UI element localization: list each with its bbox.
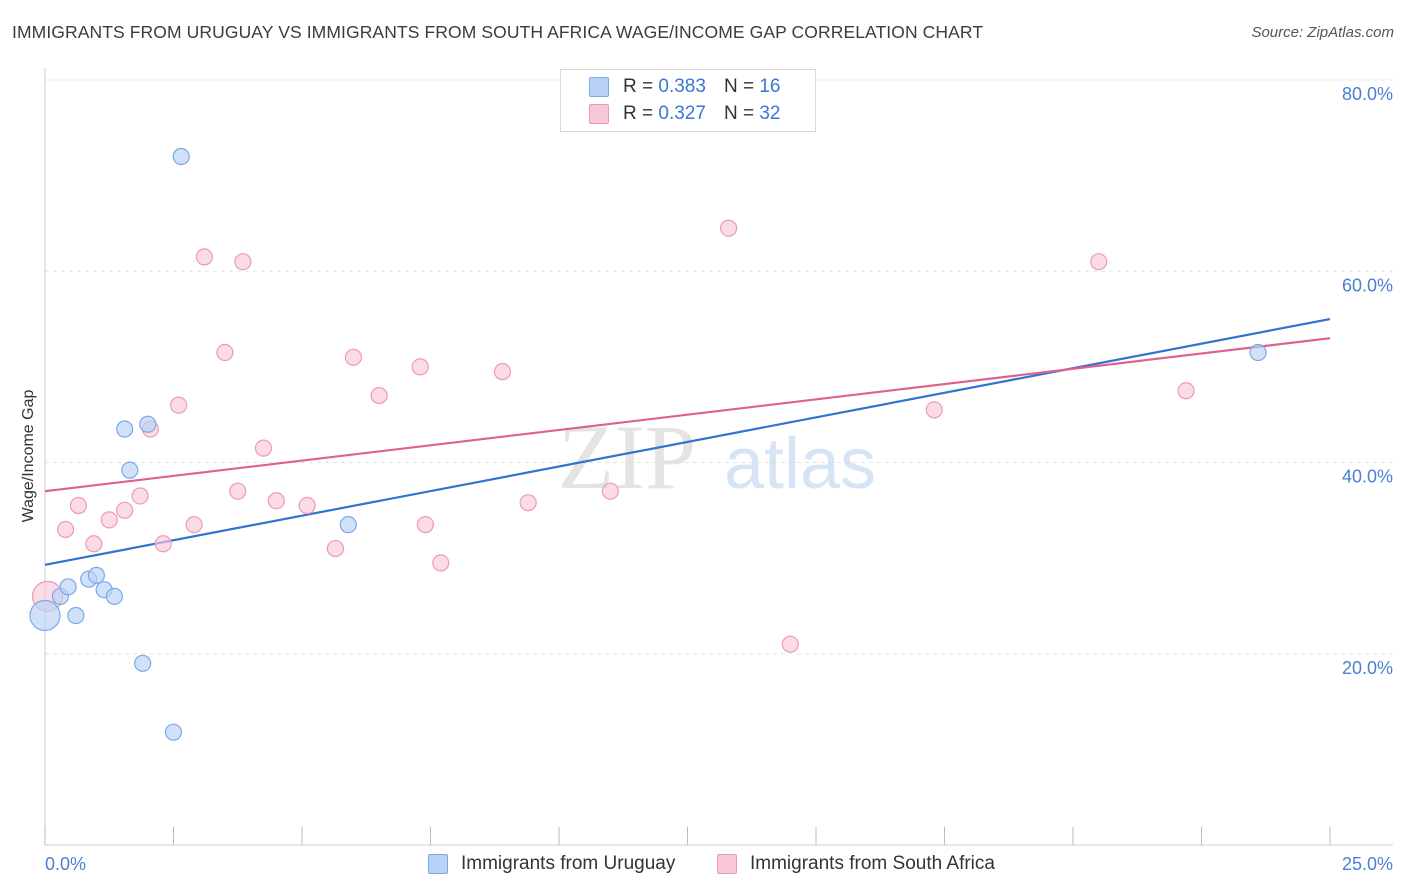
series-legend-uruguay: Immigrants from Uruguay: [428, 851, 675, 877]
y-tick-label: 20.0%: [1342, 658, 1393, 678]
south-africa-point: [416, 516, 434, 534]
uruguay-point: [87, 566, 106, 584]
south-africa-swatch: [589, 104, 609, 124]
south-africa-point: [154, 535, 172, 553]
uruguay-point: [116, 420, 134, 438]
south-africa-point: [56, 520, 75, 539]
south-africa-point: [254, 439, 273, 457]
uruguay-point: [67, 606, 85, 625]
trend-lines: [44, 317, 1331, 566]
legend-row-south-africa: R = 0.327 N = 32: [589, 102, 780, 126]
south-africa-point: [131, 487, 149, 505]
uruguay-n-value: 16: [759, 76, 781, 97]
source-credit: Source: ZipAtlas.com: [1251, 24, 1394, 41]
south-africa-point: [925, 401, 943, 419]
x-tick-label: 0.0%: [45, 854, 86, 874]
watermark: ZIP atlas: [558, 406, 876, 508]
south-africa-point: [229, 482, 247, 500]
r-label: R =: [623, 103, 654, 124]
south-africa-point: [195, 248, 213, 266]
south-africa-legend-swatch: [717, 854, 737, 874]
uruguay-point: [134, 654, 152, 672]
south-africa-point: [601, 482, 620, 500]
uruguay-point: [105, 587, 123, 605]
south-africa-point: [298, 496, 316, 515]
uruguay-point: [164, 723, 183, 741]
south-africa-point: [781, 635, 799, 653]
south-africa-point: [411, 358, 429, 376]
x-tick-label: 25.0%: [1342, 854, 1393, 874]
south-africa-point: [85, 535, 103, 553]
south-africa-r-value: 0.327: [658, 103, 706, 124]
uruguay-point: [121, 461, 139, 479]
uruguay-point: [59, 578, 77, 596]
uruguay-point: [139, 415, 157, 433]
south-africa-point: [1177, 382, 1195, 400]
south-africa-point: [185, 516, 203, 534]
uruguay-point: [29, 599, 61, 632]
south-africa-point: [170, 396, 188, 414]
south-africa-point: [100, 511, 118, 529]
y-axis-label: Wage/Income Gap: [20, 390, 37, 523]
uruguay-point: [1249, 343, 1267, 362]
uruguay-legend-swatch: [428, 854, 448, 874]
series-legend-south-africa: Immigrants from South Africa: [717, 851, 995, 877]
south-africa-point: [370, 386, 388, 405]
south-africa-point: [720, 219, 738, 237]
south-africa-point: [216, 343, 234, 362]
tick-labels: 20.0% 40.0% 60.0% 80.0% 0.0% 25.0%: [45, 84, 1393, 874]
chart-title: IMMIGRANTS FROM URUGUAY VS IMMIGRANTS FR…: [12, 22, 984, 42]
r-label: R =: [623, 76, 654, 97]
uruguay-r-value: 0.383: [658, 76, 706, 97]
uruguay-swatch: [589, 77, 609, 97]
south-africa-point: [432, 554, 450, 572]
south-africa-point: [493, 363, 512, 381]
y-tick-label: 80.0%: [1342, 84, 1393, 104]
uruguay-legend-label: Immigrants from Uruguay: [461, 853, 676, 874]
south-africa-point: [519, 494, 537, 512]
south-africa-legend-label: Immigrants from South Africa: [750, 853, 995, 874]
uruguay-trend-line: [44, 317, 1331, 566]
south-africa-n-value: 32: [759, 103, 781, 124]
watermark-atlas: atlas: [724, 424, 876, 504]
grid-lines: [45, 79, 1393, 655]
watermark-zip: ZIP: [558, 406, 696, 508]
south-africa-point: [267, 492, 285, 510]
south-africa-point: [326, 539, 345, 558]
uruguay-point: [172, 147, 190, 166]
correlation-legend: R = 0.383 N = 16 R = 0.327 N = 32: [560, 69, 816, 132]
legend-row-uruguay: R = 0.383 N = 16: [589, 75, 780, 99]
n-label: N =: [723, 103, 755, 124]
n-label: N =: [723, 76, 755, 97]
south-africa-point: [69, 496, 88, 515]
south-africa-point: [234, 253, 252, 271]
south-africa-point: [1090, 253, 1108, 271]
data-points: [29, 147, 1267, 741]
y-tick-label: 60.0%: [1342, 275, 1393, 295]
south-africa-trend-line: [44, 337, 1331, 493]
south-africa-point: [344, 348, 362, 366]
axes: [44, 68, 1393, 846]
south-africa-point: [116, 501, 134, 519]
uruguay-point: [339, 516, 357, 534]
y-tick-label: 40.0%: [1342, 467, 1393, 487]
